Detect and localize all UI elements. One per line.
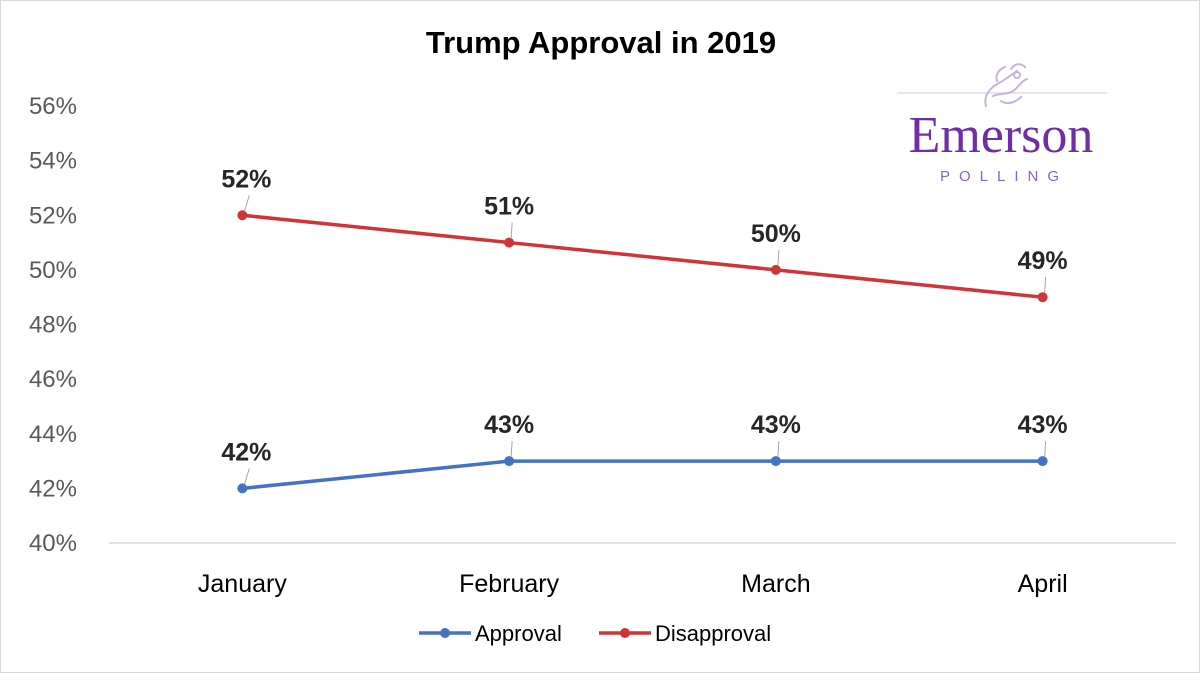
data-label: 43% bbox=[484, 411, 534, 439]
data-point bbox=[770, 264, 781, 275]
chart-title: Trump Approval in 2019 bbox=[426, 25, 776, 60]
y-tick-label: 56% bbox=[29, 93, 77, 120]
y-tick-label: 52% bbox=[29, 202, 77, 229]
label-leader-line bbox=[1044, 441, 1047, 458]
y-tick-label: 42% bbox=[29, 475, 77, 502]
data-label: 51% bbox=[484, 193, 534, 221]
data-label: 43% bbox=[1018, 411, 1068, 439]
data-label: 42% bbox=[221, 438, 271, 466]
y-tick-label: 40% bbox=[29, 530, 77, 557]
legend-item-disapproval: Disapproval bbox=[599, 621, 771, 646]
x-tick-label: January bbox=[198, 570, 287, 598]
data-label: 52% bbox=[221, 165, 271, 193]
x-axis: January February March April bbox=[198, 570, 1068, 598]
x-tick-label: March bbox=[741, 570, 810, 598]
data-point bbox=[504, 456, 515, 467]
legend-label: Approval bbox=[475, 621, 562, 646]
data-point bbox=[770, 456, 781, 467]
x-tick-label: April bbox=[1018, 570, 1068, 598]
y-tick-label: 44% bbox=[29, 421, 77, 448]
series-line bbox=[240, 459, 1045, 491]
legend-item-approval: Approval bbox=[419, 621, 562, 646]
data-point bbox=[1037, 456, 1048, 467]
series-approval: 42% 43% 43% 43% bbox=[221, 411, 1068, 494]
y-tick-label: 48% bbox=[29, 312, 77, 339]
label-leader-line bbox=[243, 468, 250, 485]
label-leader-line bbox=[510, 222, 513, 239]
data-label: 43% bbox=[751, 411, 801, 439]
y-tick-label: 50% bbox=[29, 257, 77, 284]
data-label: 50% bbox=[751, 220, 801, 248]
logo-wordmark: Emerson bbox=[909, 107, 1094, 164]
data-point bbox=[237, 483, 248, 494]
legend: Approval Disapproval bbox=[419, 621, 771, 646]
y-axis: 40% 42% 44% 46% 48% 50% 52% 54% 56% bbox=[29, 93, 77, 557]
label-leader-line bbox=[510, 441, 513, 458]
lion-emblem-icon bbox=[984, 63, 1028, 107]
series-disapproval: 52% 51% 50% 49% bbox=[221, 165, 1068, 303]
data-point bbox=[504, 237, 515, 248]
series-layer: 42% 43% 43% 43% 52% 51% 50% 49% bbox=[221, 165, 1068, 494]
data-point bbox=[1037, 292, 1048, 303]
emerson-polling-logo: Emerson POLLING bbox=[897, 63, 1107, 185]
label-leader-line bbox=[243, 195, 250, 212]
legend-label: Disapproval bbox=[655, 621, 771, 646]
label-leader-line bbox=[777, 441, 780, 458]
legend-marker bbox=[620, 628, 630, 638]
data-label: 49% bbox=[1018, 247, 1068, 275]
series-line bbox=[240, 213, 1045, 299]
y-tick-label: 54% bbox=[29, 148, 77, 175]
label-leader-line bbox=[1044, 277, 1047, 294]
y-tick-label: 46% bbox=[29, 366, 77, 393]
logo-subtitle: POLLING bbox=[940, 168, 1068, 185]
legend-marker bbox=[440, 628, 450, 638]
data-point bbox=[237, 210, 248, 221]
label-leader-line bbox=[777, 249, 780, 266]
x-tick-label: February bbox=[459, 570, 560, 598]
